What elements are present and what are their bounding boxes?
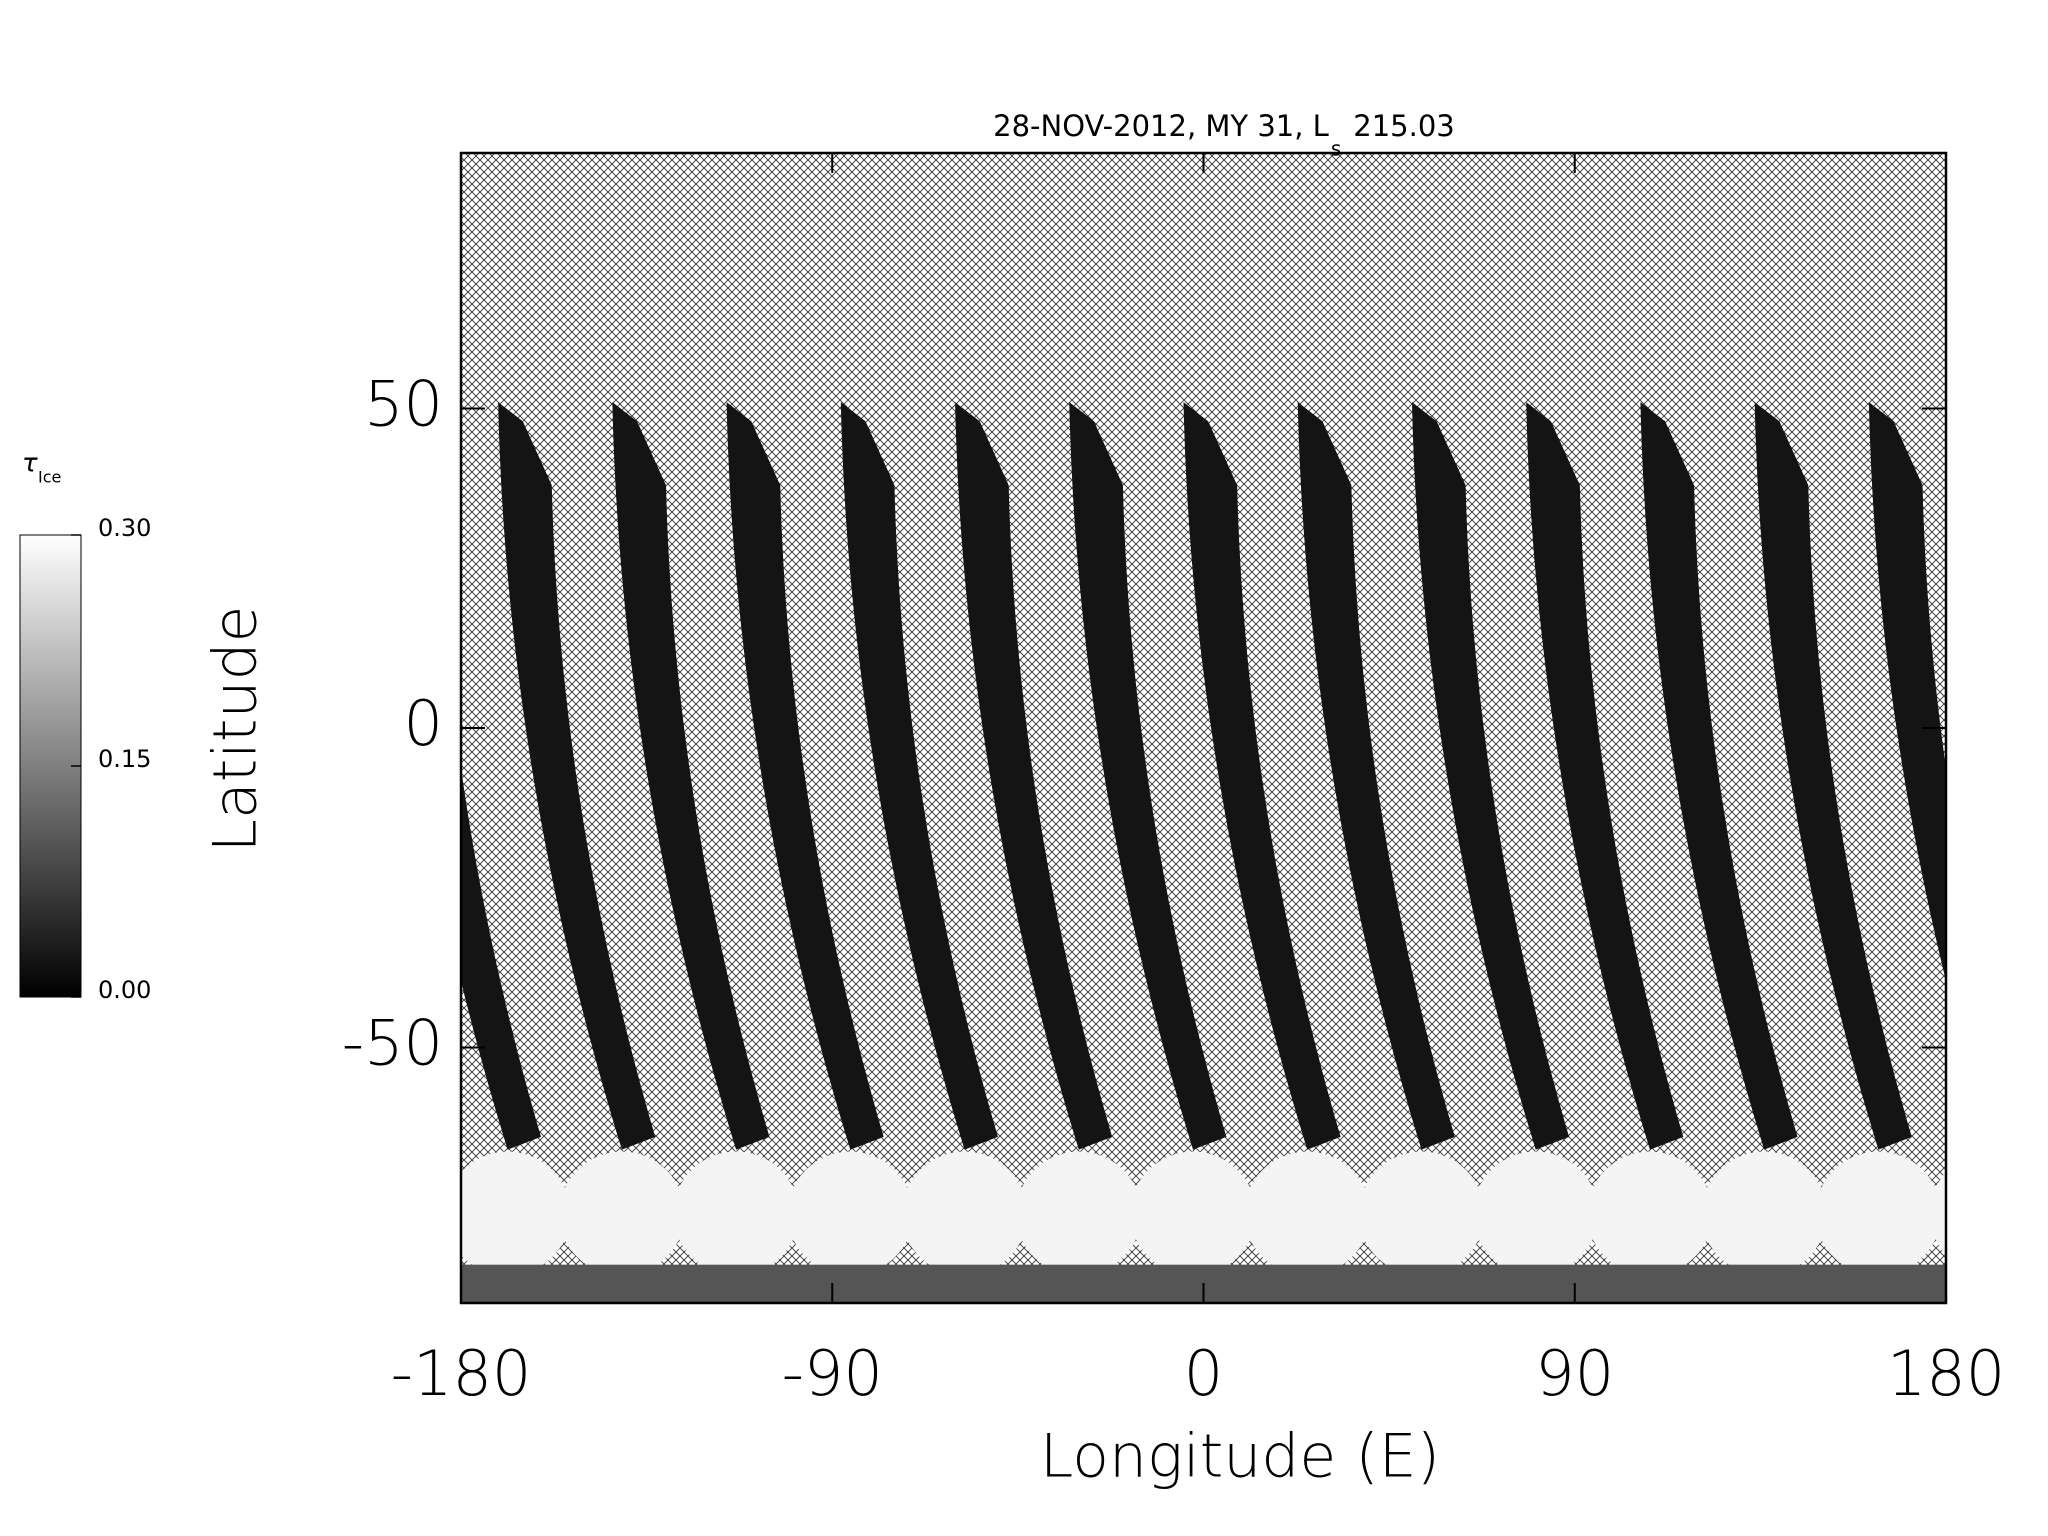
swath [1754,402,1912,1150]
swath [498,402,656,1150]
swath [726,402,884,1150]
x-tick-label: -90 [782,1337,883,1410]
colorbar-label: τ [22,449,38,479]
swath [1983,402,2048,1150]
swath [840,402,998,1150]
swath [1868,402,1946,982]
y-tick-label: -50 [342,1006,443,1079]
title-subscript: s [1331,137,1341,161]
chart-title: 28-NOV-2012, MY 31, L [993,109,1329,143]
y-tick-label: 50 [364,368,443,441]
swath [1640,402,1798,1150]
swath [1183,402,1341,1150]
polar-cloud [1929,1172,1946,1256]
swath [955,402,1113,1150]
polar-cloud [1587,1151,1713,1276]
polar-cloud [1130,1151,1256,1276]
colorbar-tick-label: 0.00 [98,976,151,1004]
polar-cloud [1701,1151,1828,1276]
polar-cloud [1244,1151,1371,1276]
colorbar-tick-label: 0.15 [98,745,151,773]
colorbar-tick-label: 0.30 [98,514,151,542]
y-axis-label: Latitude [201,606,271,853]
swath [461,768,541,1150]
x-axis-label: Longitude (E) [1040,1422,1440,1492]
title-suffix: 215.03 [1353,109,1454,143]
x-tick-label: 90 [1535,1337,1614,1410]
polar-cloud [1815,1151,1942,1276]
polar-cloud [901,1151,1028,1276]
colorbar [19,534,82,998]
x-tick-label: 180 [1887,1337,2005,1410]
polar-cloud [787,1151,914,1276]
polar-cloud [1472,1151,1599,1276]
swath [1526,402,1684,1150]
swaths [461,402,2048,1303]
polar-cloud [673,1151,799,1276]
polar-cloud [1015,1151,1142,1276]
swath [612,402,770,1150]
y-tick-label: 0 [404,687,443,760]
colorbar-label-subscript: Ice [38,468,61,487]
x-tick-label: -180 [391,1337,532,1410]
polar-cloud [1358,1151,1485,1276]
x-tick-label: 0 [1184,1337,1223,1410]
swath [1069,402,1227,1150]
swath [1411,402,1570,1150]
swath [1297,402,1455,1150]
polar-cloud [461,1151,571,1276]
polar-cloud [2044,1152,2048,1276]
polar-cloud [559,1151,685,1276]
